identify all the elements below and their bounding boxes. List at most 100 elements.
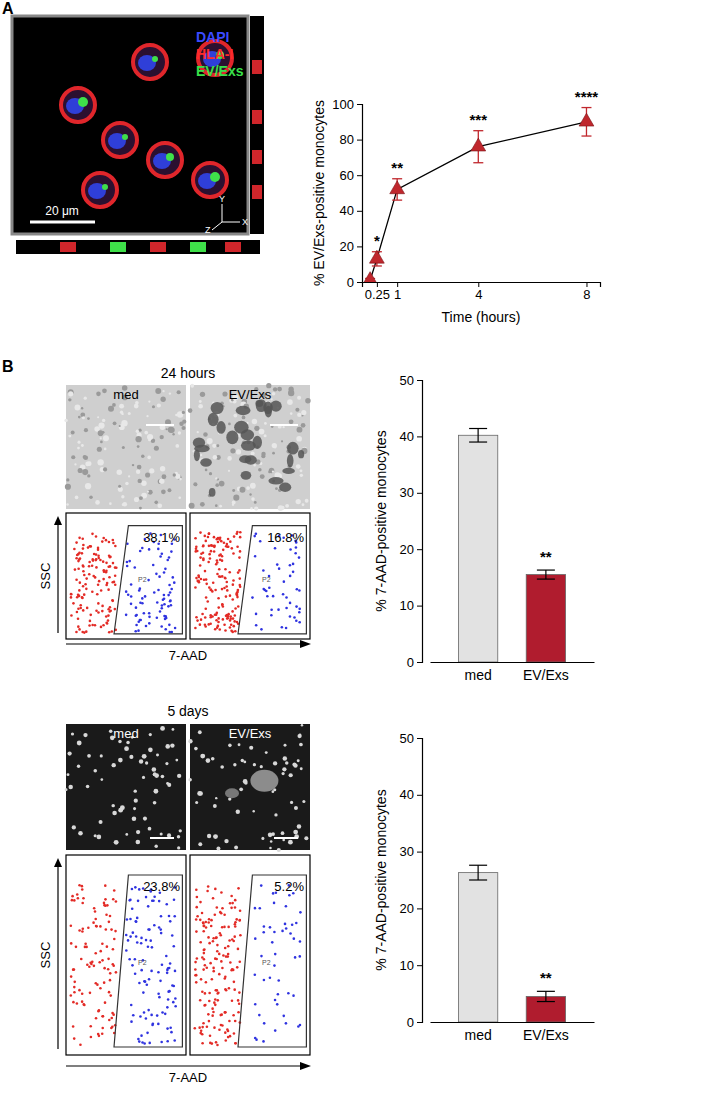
texture bbox=[141, 454, 144, 457]
texture bbox=[64, 419, 67, 422]
event-dot bbox=[71, 899, 74, 902]
cell bbox=[132, 816, 137, 821]
error-bar-line bbox=[478, 865, 479, 880]
point bbox=[579, 113, 594, 126]
error-bar bbox=[469, 429, 487, 443]
event-dot bbox=[141, 602, 144, 605]
texture bbox=[296, 436, 302, 442]
cell bbox=[283, 756, 287, 760]
event-dot bbox=[226, 546, 229, 549]
event-dot bbox=[254, 907, 257, 910]
event-dot bbox=[131, 908, 134, 911]
event-dot bbox=[254, 1003, 257, 1006]
cell bbox=[99, 820, 103, 824]
panel-b: 24 hoursmed38.1%P2EV/Exs16.8%P2SSC7-AAD5… bbox=[38, 365, 311, 1085]
event-dot bbox=[269, 976, 272, 979]
event-dot bbox=[107, 968, 110, 971]
event-dot bbox=[262, 588, 265, 591]
cell bbox=[304, 836, 308, 840]
gate-name: P2 bbox=[138, 959, 147, 966]
tick-label: 40 bbox=[400, 429, 414, 444]
event-dot bbox=[112, 948, 115, 951]
condition-label: med bbox=[113, 726, 138, 741]
texture bbox=[97, 447, 102, 452]
event-dot bbox=[293, 937, 296, 940]
event-dot bbox=[148, 612, 151, 615]
event-dot bbox=[108, 576, 111, 579]
event-dot bbox=[299, 940, 302, 943]
panel-label: B bbox=[2, 358, 14, 375]
flow-axis-title: SSC bbox=[38, 942, 53, 969]
event-dot bbox=[227, 926, 230, 929]
cell bbox=[216, 847, 220, 851]
tick-mark bbox=[417, 662, 422, 663]
event-dot bbox=[101, 942, 104, 945]
event-dot bbox=[138, 589, 141, 592]
image-frame bbox=[12, 16, 248, 234]
texture bbox=[230, 448, 235, 453]
tick-mark bbox=[357, 140, 362, 141]
event-dot bbox=[97, 611, 100, 614]
cell bbox=[277, 848, 281, 852]
cell bbox=[270, 840, 273, 843]
cell-cluster bbox=[234, 421, 248, 434]
event-dot bbox=[97, 557, 100, 560]
event-dot bbox=[95, 925, 98, 928]
event-dot bbox=[83, 574, 86, 577]
event-dot bbox=[209, 622, 212, 625]
event-dot bbox=[107, 608, 110, 611]
event-dot bbox=[101, 1032, 104, 1035]
texture bbox=[85, 462, 90, 467]
event-dot bbox=[239, 585, 242, 588]
event-dot bbox=[105, 562, 108, 565]
texture bbox=[269, 468, 275, 474]
event-dot bbox=[89, 992, 92, 995]
event-dot bbox=[172, 1001, 175, 1004]
cell bbox=[195, 801, 198, 804]
event-dot bbox=[161, 604, 164, 607]
point bbox=[363, 272, 378, 282]
event-dot bbox=[260, 884, 263, 887]
event-dot bbox=[211, 1042, 214, 1045]
cell bbox=[269, 847, 272, 850]
cell bbox=[197, 791, 202, 796]
event-dot bbox=[255, 613, 258, 616]
flow-axis-title: 7-AAD bbox=[169, 1070, 207, 1085]
event-dot bbox=[263, 979, 266, 982]
cell-cluster bbox=[236, 406, 251, 415]
texture bbox=[122, 446, 125, 449]
point bbox=[471, 138, 486, 151]
event-dot bbox=[85, 577, 88, 580]
event-dot bbox=[79, 581, 82, 584]
event-dot bbox=[170, 1031, 173, 1034]
cell bbox=[67, 773, 70, 776]
event-dot bbox=[78, 929, 81, 932]
texture bbox=[249, 493, 251, 495]
event-dot bbox=[225, 585, 228, 588]
event-dot bbox=[81, 888, 84, 891]
cell bbox=[109, 729, 113, 733]
event-dot bbox=[298, 955, 301, 958]
texture bbox=[296, 464, 301, 469]
event-dot bbox=[76, 554, 79, 557]
texture bbox=[81, 444, 84, 447]
texture bbox=[138, 479, 142, 483]
tick-label: 20 bbox=[400, 542, 414, 557]
texture bbox=[219, 505, 222, 508]
cell-cluster bbox=[250, 770, 278, 792]
event-dot bbox=[70, 614, 73, 617]
event-dot bbox=[226, 617, 229, 620]
event-dot bbox=[130, 583, 133, 586]
event-dot bbox=[204, 535, 207, 538]
texture bbox=[87, 474, 90, 477]
event-dot bbox=[289, 932, 292, 935]
bar bbox=[458, 435, 497, 662]
event-dot bbox=[236, 966, 239, 969]
event-dot bbox=[163, 571, 166, 574]
event-dot bbox=[229, 626, 232, 629]
event-dot bbox=[134, 920, 137, 923]
event-dot bbox=[82, 564, 85, 567]
event-dot bbox=[94, 624, 97, 627]
texture bbox=[102, 419, 105, 422]
tick-label: 30 bbox=[400, 485, 414, 500]
